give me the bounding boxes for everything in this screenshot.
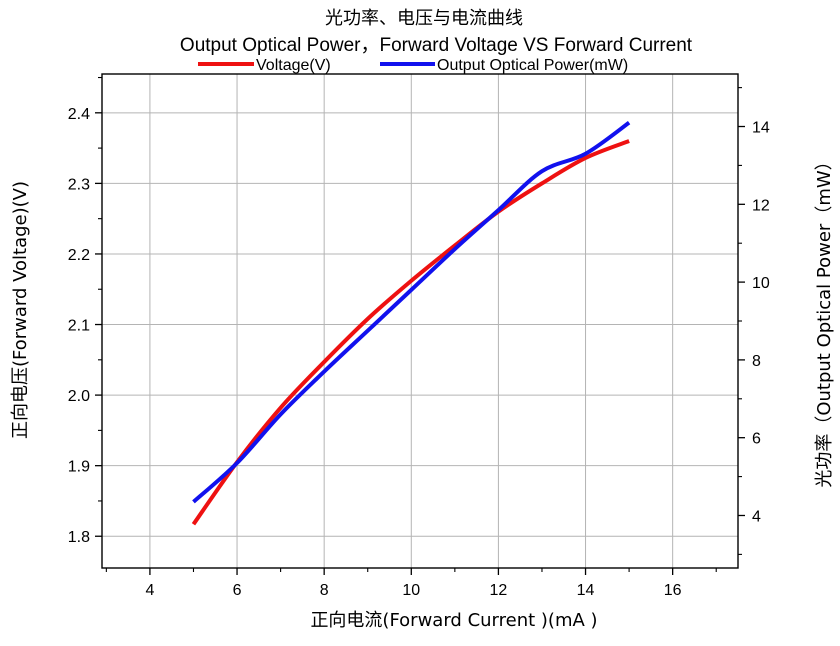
y-left-tick-label: 2.4 — [68, 106, 90, 123]
y-left-tick-label: 2.1 — [68, 318, 90, 335]
series-layer — [191, 120, 631, 526]
x-tick-label: 16 — [664, 582, 682, 599]
y-right-tick-label: 4 — [752, 508, 761, 525]
x-tick-label: 12 — [490, 582, 508, 599]
y-left-tick-label: 2.2 — [68, 247, 90, 264]
voltage-series-line — [191, 139, 630, 526]
x-tick-label: 10 — [402, 582, 420, 599]
y-axis-left: 1.8 1.9 2.0 2.1 2.2 2.3 2.4 — [68, 76, 102, 546]
y-left-tick-label: 2.0 — [68, 388, 90, 405]
y-axis-right: 4 6 8 10 12 14 — [738, 87, 770, 555]
legend: Voltage(V) Output Optical Power(mW) — [198, 57, 628, 74]
chart-title: 光功率、电压与电流曲线 — [325, 8, 523, 29]
optical-power-series-line — [192, 120, 631, 504]
x-tick-label: 8 — [320, 582, 329, 599]
grid — [102, 74, 738, 568]
y-axis-right-label: 光功率（Output Optical Power（mW） — [814, 152, 835, 487]
chart-subtitle: Output Optical Power，Forward Voltage VS … — [180, 35, 693, 56]
y-left-tick-label: 1.8 — [68, 529, 90, 546]
legend-label-power: Output Optical Power(mW) — [437, 57, 628, 74]
y-right-tick-label: 6 — [752, 431, 761, 448]
x-tick-label: 14 — [577, 582, 595, 599]
x-tick-label: 6 — [233, 582, 242, 599]
y-left-tick-label: 1.9 — [68, 459, 90, 476]
y-left-tick-label: 2.3 — [68, 176, 90, 193]
y-right-tick-label: 8 — [752, 353, 761, 370]
x-axis: 4 6 8 10 12 14 16 — [105, 568, 717, 599]
legend-label-voltage: Voltage(V) — [256, 57, 331, 74]
y-right-tick-label: 10 — [752, 275, 770, 292]
x-axis-label: 正向电流(Forward Current )(mA ) — [310, 610, 597, 631]
y-right-tick-label: 14 — [752, 120, 770, 137]
y-axis-left-label: 正向电压(Forward Voltage)(V) — [10, 181, 31, 439]
plot-frame — [101, 73, 739, 569]
x-tick-label: 4 — [145, 582, 154, 599]
y-right-tick-label: 12 — [752, 197, 770, 214]
